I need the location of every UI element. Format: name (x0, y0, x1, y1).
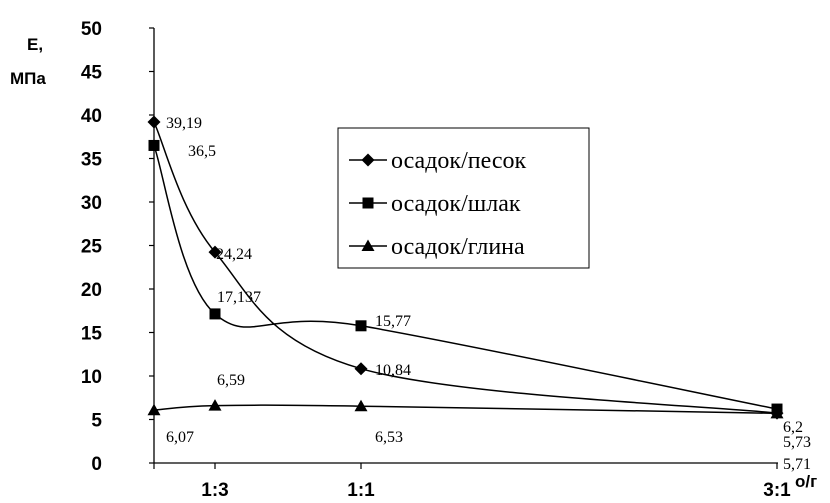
data-point (208, 399, 222, 411)
series-line (153, 121, 778, 414)
data-point (209, 308, 221, 320)
legend-label: осадок/шлак (391, 191, 521, 217)
data-label: 6,53 (375, 429, 403, 446)
data-point (354, 362, 368, 376)
data-label: 36,5 (188, 143, 216, 160)
data-label: 10,84 (375, 362, 411, 379)
y-tick-label: 0 (91, 454, 102, 475)
legend-label: осадок/глина (391, 234, 525, 260)
data-point (770, 406, 784, 419)
y-tick-label: 50 (81, 19, 102, 40)
legend-box (337, 127, 590, 269)
data-labels: 39,19 24,24 10,84 5,73 36,5 17,137 15,77 6,2 6,0… (166, 115, 811, 473)
legend-label: осадок/песок (391, 148, 526, 174)
y-ticks: 0 5 10 15 20 25 30 35 40 45 50 (81, 19, 154, 475)
data-label: 15,77 (375, 313, 411, 330)
y-tick-label: 35 (81, 150, 103, 171)
data-point (148, 139, 160, 151)
chart-series (147, 115, 784, 420)
data-label: 24,24 (216, 246, 252, 263)
data-label: 39,19 (166, 115, 202, 132)
x-tick-label: 1:1 (347, 480, 375, 501)
data-point (147, 403, 161, 416)
x-tick-label: 1:3 (201, 480, 228, 501)
y-tick-label: 15 (81, 324, 103, 345)
data-point (147, 115, 161, 129)
data-point (208, 245, 222, 259)
data-label: 17,137 (217, 289, 261, 306)
y-tick-label: 30 (81, 193, 102, 214)
series-line (153, 145, 778, 410)
data-label: 5,71 (783, 456, 811, 473)
legend-marker (362, 197, 374, 209)
y-tick-label: 40 (81, 106, 102, 127)
x-tick-label: 3:1 (763, 480, 791, 501)
y-tick-label: 10 (81, 367, 102, 388)
y-tick-label: 25 (81, 237, 103, 258)
y-axis-title-line2: МПа (10, 69, 46, 88)
y-tick-label: 5 (91, 411, 102, 432)
legend: осадок/песок осадок/шлак осадок/глина (337, 127, 590, 269)
data-point (354, 399, 368, 412)
x-axis-title: о/г (795, 472, 817, 491)
legend-marker (361, 239, 375, 251)
y-tick-label: 45 (81, 63, 103, 84)
legend-marker (361, 153, 375, 167)
data-label: 6,07 (166, 429, 194, 446)
data-label: 6,2 (783, 419, 803, 436)
data-label: 6,59 (217, 372, 245, 389)
data-point (355, 320, 367, 332)
x-ticks: 1:3 1:1 3:1 (153, 463, 791, 501)
series-triangle (147, 399, 784, 419)
y-tick-label: 20 (81, 280, 102, 301)
y-axis-title-line1: E, (27, 35, 43, 54)
data-label: 5,73 (783, 434, 811, 451)
